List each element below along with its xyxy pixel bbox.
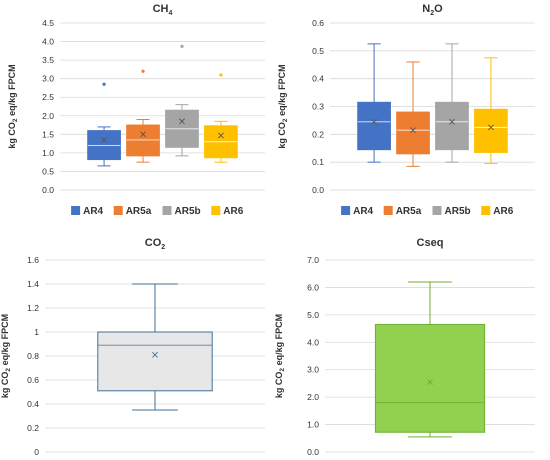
box-iqr — [357, 101, 391, 151]
legend-swatch — [162, 206, 172, 215]
mean-marker — [410, 127, 416, 134]
chart-panel-0: CH4 0.0 0.5 1.0 1.5 2.0 2.5 3.0 3.5 4.0 4.5 kg CO2 … — [7, 3, 265, 217]
y-tick-label: 1.4 — [27, 279, 39, 289]
y-tick-label: 3.0 — [42, 74, 54, 84]
box-ar5b — [435, 43, 469, 163]
y-tick-label: 0.3 — [312, 102, 324, 112]
mean-marker — [449, 118, 455, 125]
y-tick-label: 4.0 — [307, 337, 319, 347]
box-ar4 — [357, 43, 391, 163]
legend-label: AR5a — [126, 206, 152, 217]
mean-marker — [152, 351, 158, 358]
box-iqr — [374, 323, 486, 433]
legend-swatch — [481, 206, 491, 215]
y-tick-label: 0.0 — [312, 185, 324, 195]
chart-panel-1: N2O 0.0 0.1 0.2 0.3 0.4 0.5 0.6 kg CO2 eq/kg FPC… — [277, 3, 535, 217]
y-tick-label: 2.5 — [42, 92, 54, 102]
y-tick-label: 0.5 — [42, 166, 54, 176]
y-tick-label: 0 — [34, 447, 39, 457]
y-tick-label: 0.6 — [312, 18, 324, 28]
box-series-0 — [374, 281, 486, 438]
y-tick-label: 0.0 — [307, 447, 319, 457]
y-tick-label: 6.0 — [307, 282, 319, 292]
y-tick-label: 1.0 — [42, 148, 54, 158]
mean-marker — [218, 132, 224, 139]
legend-swatch — [341, 206, 351, 215]
y-tick-label: 0.8 — [27, 351, 39, 361]
legend: AR4 AR5a AR5b AR6 — [341, 206, 514, 217]
mean-marker — [101, 136, 107, 143]
y-tick-label: 5.0 — [307, 310, 319, 320]
box-ar5a — [396, 61, 430, 167]
box-series-0 — [97, 283, 213, 411]
y-tick-label: 1.0 — [307, 420, 319, 430]
y-axis-label: kg CO2 eq/kg FPCM — [274, 314, 286, 398]
mean-marker — [427, 379, 433, 385]
y-tick-label: 2.0 — [307, 392, 319, 402]
legend-label: AR5a — [396, 206, 422, 217]
legend-swatch — [383, 206, 393, 215]
y-tick-label: 0.0 — [42, 185, 54, 195]
box-iqr — [474, 108, 508, 153]
legend-label: AR6 — [223, 206, 243, 217]
legend: AR4 AR5a AR5b AR6 — [71, 206, 244, 217]
box-iqr — [97, 331, 213, 392]
mean-marker — [179, 118, 185, 125]
y-axis-label: kg CO2 eq/kg FPCM — [0, 314, 12, 398]
mean-marker — [488, 124, 494, 131]
y-tick-label: 0.5 — [312, 46, 324, 56]
box-ar4 — [87, 82, 121, 167]
y-tick-label: 4.5 — [42, 18, 54, 28]
y-tick-label: 1.5 — [42, 129, 54, 139]
chart-panel-2: CO2 0 0.2 0.4 0.6 0.8 1 1.2 1.4 1.6 kg CO2 eq/kg F… — [0, 237, 265, 457]
chart-title: N2O — [422, 3, 443, 17]
y-tick-label: 1.2 — [27, 303, 39, 313]
outlier-point — [102, 82, 106, 86]
y-tick-label: 1.6 — [27, 255, 39, 265]
box-iqr — [435, 101, 469, 151]
y-axis-label: kg CO2 eq/kg FPCM — [277, 64, 289, 148]
legend-label: AR5b — [445, 206, 471, 217]
chart-title: CH4 — [153, 3, 173, 17]
y-tick-label: 0.2 — [27, 423, 39, 433]
legend-label: AR4 — [353, 206, 373, 217]
legend-swatch — [71, 206, 81, 215]
y-tick-label: 0.1 — [312, 157, 324, 167]
legend-label: AR5b — [175, 206, 201, 217]
y-axis-label: kg CO2 eq/kg FPCM — [7, 64, 19, 148]
y-tick-label: 0.4 — [27, 399, 39, 409]
y-tick-label: 2.0 — [42, 111, 54, 121]
legend-swatch — [432, 206, 442, 215]
box-iqr — [126, 124, 160, 157]
legend-label: AR6 — [493, 206, 513, 217]
legend-swatch — [113, 206, 123, 215]
box-ar5a — [126, 69, 160, 163]
y-tick-label: 0.6 — [27, 375, 39, 385]
y-tick-label: 7.0 — [307, 255, 319, 265]
box-iqr — [396, 111, 430, 155]
y-tick-label: 4.0 — [42, 37, 54, 47]
chart-panel-3: Cseq 0.0 1.0 2.0 3.0 4.0 5.0 6.0 7.0 kg CO2 eq/kg… — [274, 237, 535, 457]
mean-marker — [140, 131, 146, 138]
legend-label: AR4 — [83, 206, 103, 217]
y-tick-label: 1 — [34, 327, 39, 337]
chart-title: Cseq — [417, 237, 444, 249]
chart-title: CO2 — [145, 237, 166, 251]
legend-swatch — [211, 206, 221, 215]
y-tick-label: 3.5 — [42, 55, 54, 65]
box-ar6 — [204, 73, 238, 163]
y-tick-label: 3.0 — [307, 365, 319, 375]
y-tick-label: 0.2 — [312, 129, 324, 139]
outlier-point — [219, 73, 223, 77]
box-ar6 — [474, 57, 508, 165]
mean-marker — [371, 118, 377, 125]
box-ar5b — [165, 44, 199, 157]
outlier-point — [180, 44, 184, 48]
y-tick-label: 0.4 — [312, 74, 324, 84]
outlier-point — [141, 69, 145, 73]
